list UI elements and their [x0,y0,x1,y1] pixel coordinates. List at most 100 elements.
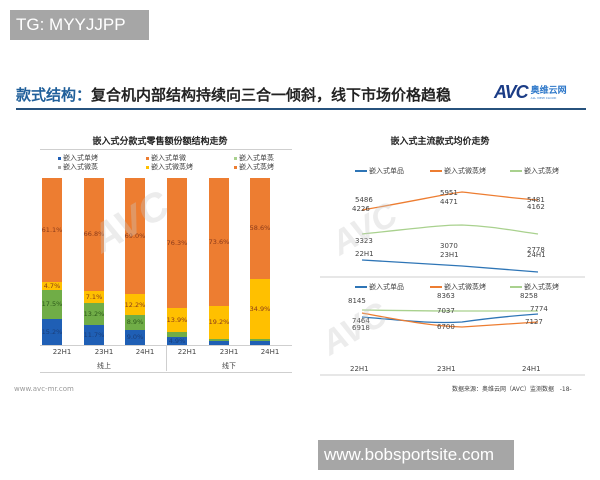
bar-segment [209,341,229,345]
tg-watermark-badge: TG: MYYJJPP [10,10,149,40]
stacked-bar: 19.2% 73.6% [209,178,229,345]
line-charts-svg [320,191,585,376]
legend-line-icon [430,170,442,172]
x-label: 23H1 [437,365,456,373]
left-chart-title: 嵌入式分款式零售额份额结构走势 [92,137,228,147]
value-label: 6918 [352,324,370,332]
legend-swatch-icon [234,156,237,160]
bar-segment: 4.7% [42,281,62,290]
stacked-bar: 9.0% 8.9% 12.2% 69.0% [125,178,145,345]
bar-segment: 8.9% [125,314,145,330]
x-label: 23H1 [219,348,239,356]
legend-item: 嵌入式单品 [355,166,404,176]
right-chart-legend-bottom: 嵌入式单品 嵌入式微蒸烤 嵌入式蒸烤 [355,282,585,292]
stacked-bar: 34.9% 58.6% [250,178,270,345]
value-label: 2778 [527,246,545,254]
bar-segment [250,340,270,345]
bar-segment: 58.6% [250,178,270,279]
x-label: 22H1 [177,348,197,356]
legend-item: 嵌入式微蒸 [58,162,98,172]
left-chart-legend: 嵌入式单烤 嵌入式单微 嵌入式单蒸 嵌入式微蒸 嵌入式微蒸烤 嵌入式蒸烤 [58,153,288,175]
legend-line-icon [355,170,367,172]
bar-segment: 4.9% [167,336,187,345]
value-label: 4471 [440,198,458,206]
value-label: 5486 [355,196,373,204]
logo-en-text: ALL VIEW CLOUD [530,95,557,100]
legend-item: 嵌入式微蒸烤 [430,282,486,292]
bar-segment: 61.1% [42,178,62,282]
legend-line-icon [355,286,367,288]
x-label: 24H1 [527,251,546,259]
legend-swatch-icon [58,165,61,169]
value-label: 8145 [348,297,366,305]
legend-swatch-icon [234,165,237,169]
bar-segment: 12.2% [125,294,145,315]
value-label: 7127 [525,318,543,326]
legend-swatch-icon [58,156,61,160]
bar-segment: 13.9% [167,308,187,332]
left-chart-bottom-rule [40,372,292,373]
bar-segment: 76.3% [167,178,187,309]
group-label-offline: 线下 [222,362,236,370]
x-label: 22H1 [350,365,369,373]
x-label: 24H1 [522,365,541,373]
stacked-bar: 4.9% 13.9% 76.3% [167,178,187,345]
value-label: 8363 [437,292,455,300]
value-label: 8258 [520,292,538,300]
legend-line-icon [430,286,442,288]
bar-segment: 9.0% [125,329,145,345]
x-label: 24H1 [260,348,280,356]
right-chart-title: 嵌入式主流款式均价走势 [390,137,490,147]
legend-swatch-icon [146,156,149,160]
logo-avc-text: AVC [494,82,529,102]
legend-item: 嵌入式微蒸烤 [430,166,486,176]
bar-segment: 66.8% [84,178,104,291]
value-label: 5951 [440,189,458,197]
group-label-online: 线上 [97,362,111,370]
group-separator [166,345,167,371]
site-watermark-badge: www.bobsportsite.com [318,440,514,470]
value-label: 3070 [440,242,458,250]
bar-segment: 11.7% [84,325,104,345]
legend-item: 嵌入式蒸烤 [510,166,559,176]
x-label: 23H1 [440,251,459,259]
value-label: 4162 [527,203,545,211]
legend-line-icon [510,286,522,288]
page-number: -18- [559,386,572,393]
value-label: 5481 [527,196,545,204]
value-label: 3323 [355,237,373,245]
bar-segment [209,338,229,342]
legend-item: 嵌入式蒸烤 [234,162,274,172]
footer-source: 数据来源：奥维云网（AVC）监测数据 -18- [452,386,572,393]
x-label: 24H1 [135,348,155,356]
legend-item: 嵌入式蒸烤 [510,282,559,292]
bar-segment: 19.2% [209,305,229,339]
footer-url: www.avc-mr.com [14,385,74,393]
title-divider [16,108,586,110]
avc-logo: AVC 奥维云网 ALL VIEW CLOUD [494,82,567,103]
legend-item: 嵌入式单蒸 [234,153,274,163]
legend-item: 嵌入式单微 [146,153,186,163]
value-label: 4226 [352,205,370,213]
page-title-key: 款式结构： [16,86,92,104]
bar-segment: 34.9% [250,278,270,339]
slide: 款式结构：复合机内部结构持续向三合一倾斜，线下市场价格趋稳 AVC 奥维云网 A… [0,60,600,400]
logo-cn-text: 奥维云网 [530,85,567,96]
legend-line-icon [510,170,522,172]
bar-segment: 69.0% [125,178,145,295]
x-label: 23H1 [94,348,114,356]
bar-segment [250,338,270,341]
legend-item: 嵌入式单品 [355,282,404,292]
value-label: 7774 [530,305,548,313]
bar-segment: 17.5% [42,289,62,320]
value-label: 7037 [437,307,455,315]
page-title: 款式结构：复合机内部结构持续向三合一倾斜，线下市场价格趋稳 [16,84,451,105]
bar-segment: 7.1% [84,290,104,303]
right-chart-legend-top: 嵌入式单品 嵌入式微蒸烤 嵌入式蒸烤 [355,166,585,176]
value-label: 7464 [352,317,370,325]
left-chart-top-rule [40,149,292,150]
stacked-bar: 11.7% 13.2% 7.1% 66.8% [84,178,104,345]
x-label: 22H1 [355,250,374,258]
bar-segment: 13.2% [84,302,104,326]
stacked-bar: 15.2% 17.5% 4.7% 61.1% [42,178,62,345]
